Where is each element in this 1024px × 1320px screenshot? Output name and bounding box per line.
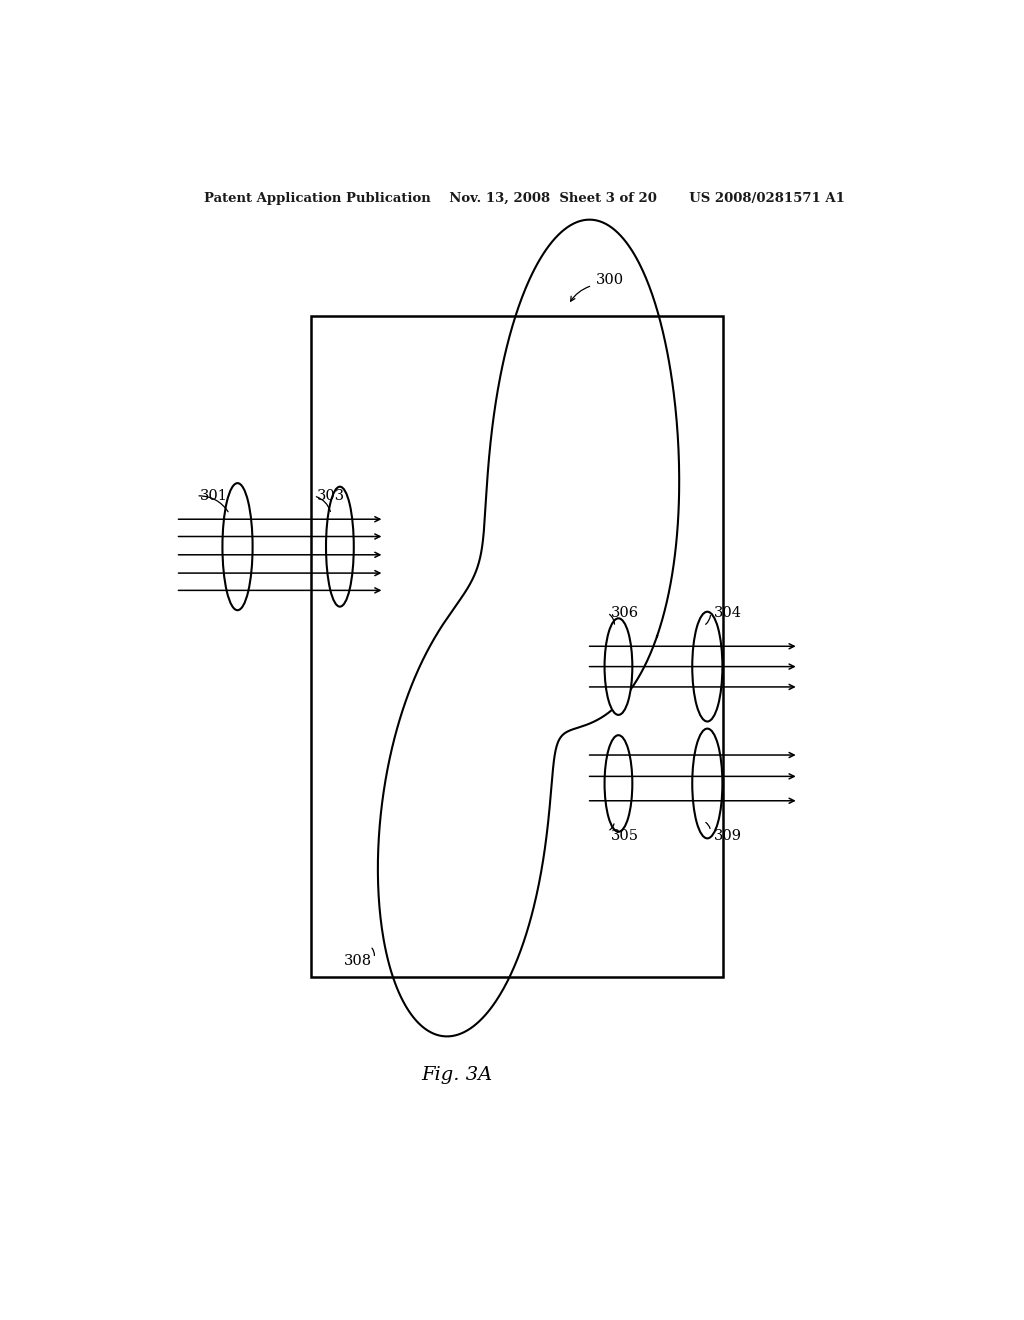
Ellipse shape — [604, 735, 633, 832]
Text: Patent Application Publication    Nov. 13, 2008  Sheet 3 of 20       US 2008/028: Patent Application Publication Nov. 13, … — [205, 191, 845, 205]
Text: 305: 305 — [610, 829, 639, 843]
Ellipse shape — [692, 611, 722, 722]
Text: 306: 306 — [610, 606, 639, 619]
Text: 309: 309 — [714, 829, 741, 843]
Text: 303: 303 — [316, 488, 345, 503]
Bar — [310, 315, 723, 977]
Ellipse shape — [222, 483, 253, 610]
Ellipse shape — [604, 618, 633, 715]
Ellipse shape — [692, 729, 722, 838]
Text: 300: 300 — [596, 273, 625, 288]
Text: 301: 301 — [200, 488, 227, 503]
Text: Fig. 3A: Fig. 3A — [422, 1067, 493, 1084]
Text: 308: 308 — [344, 954, 372, 969]
Text: 304: 304 — [714, 606, 741, 619]
Ellipse shape — [326, 487, 353, 607]
